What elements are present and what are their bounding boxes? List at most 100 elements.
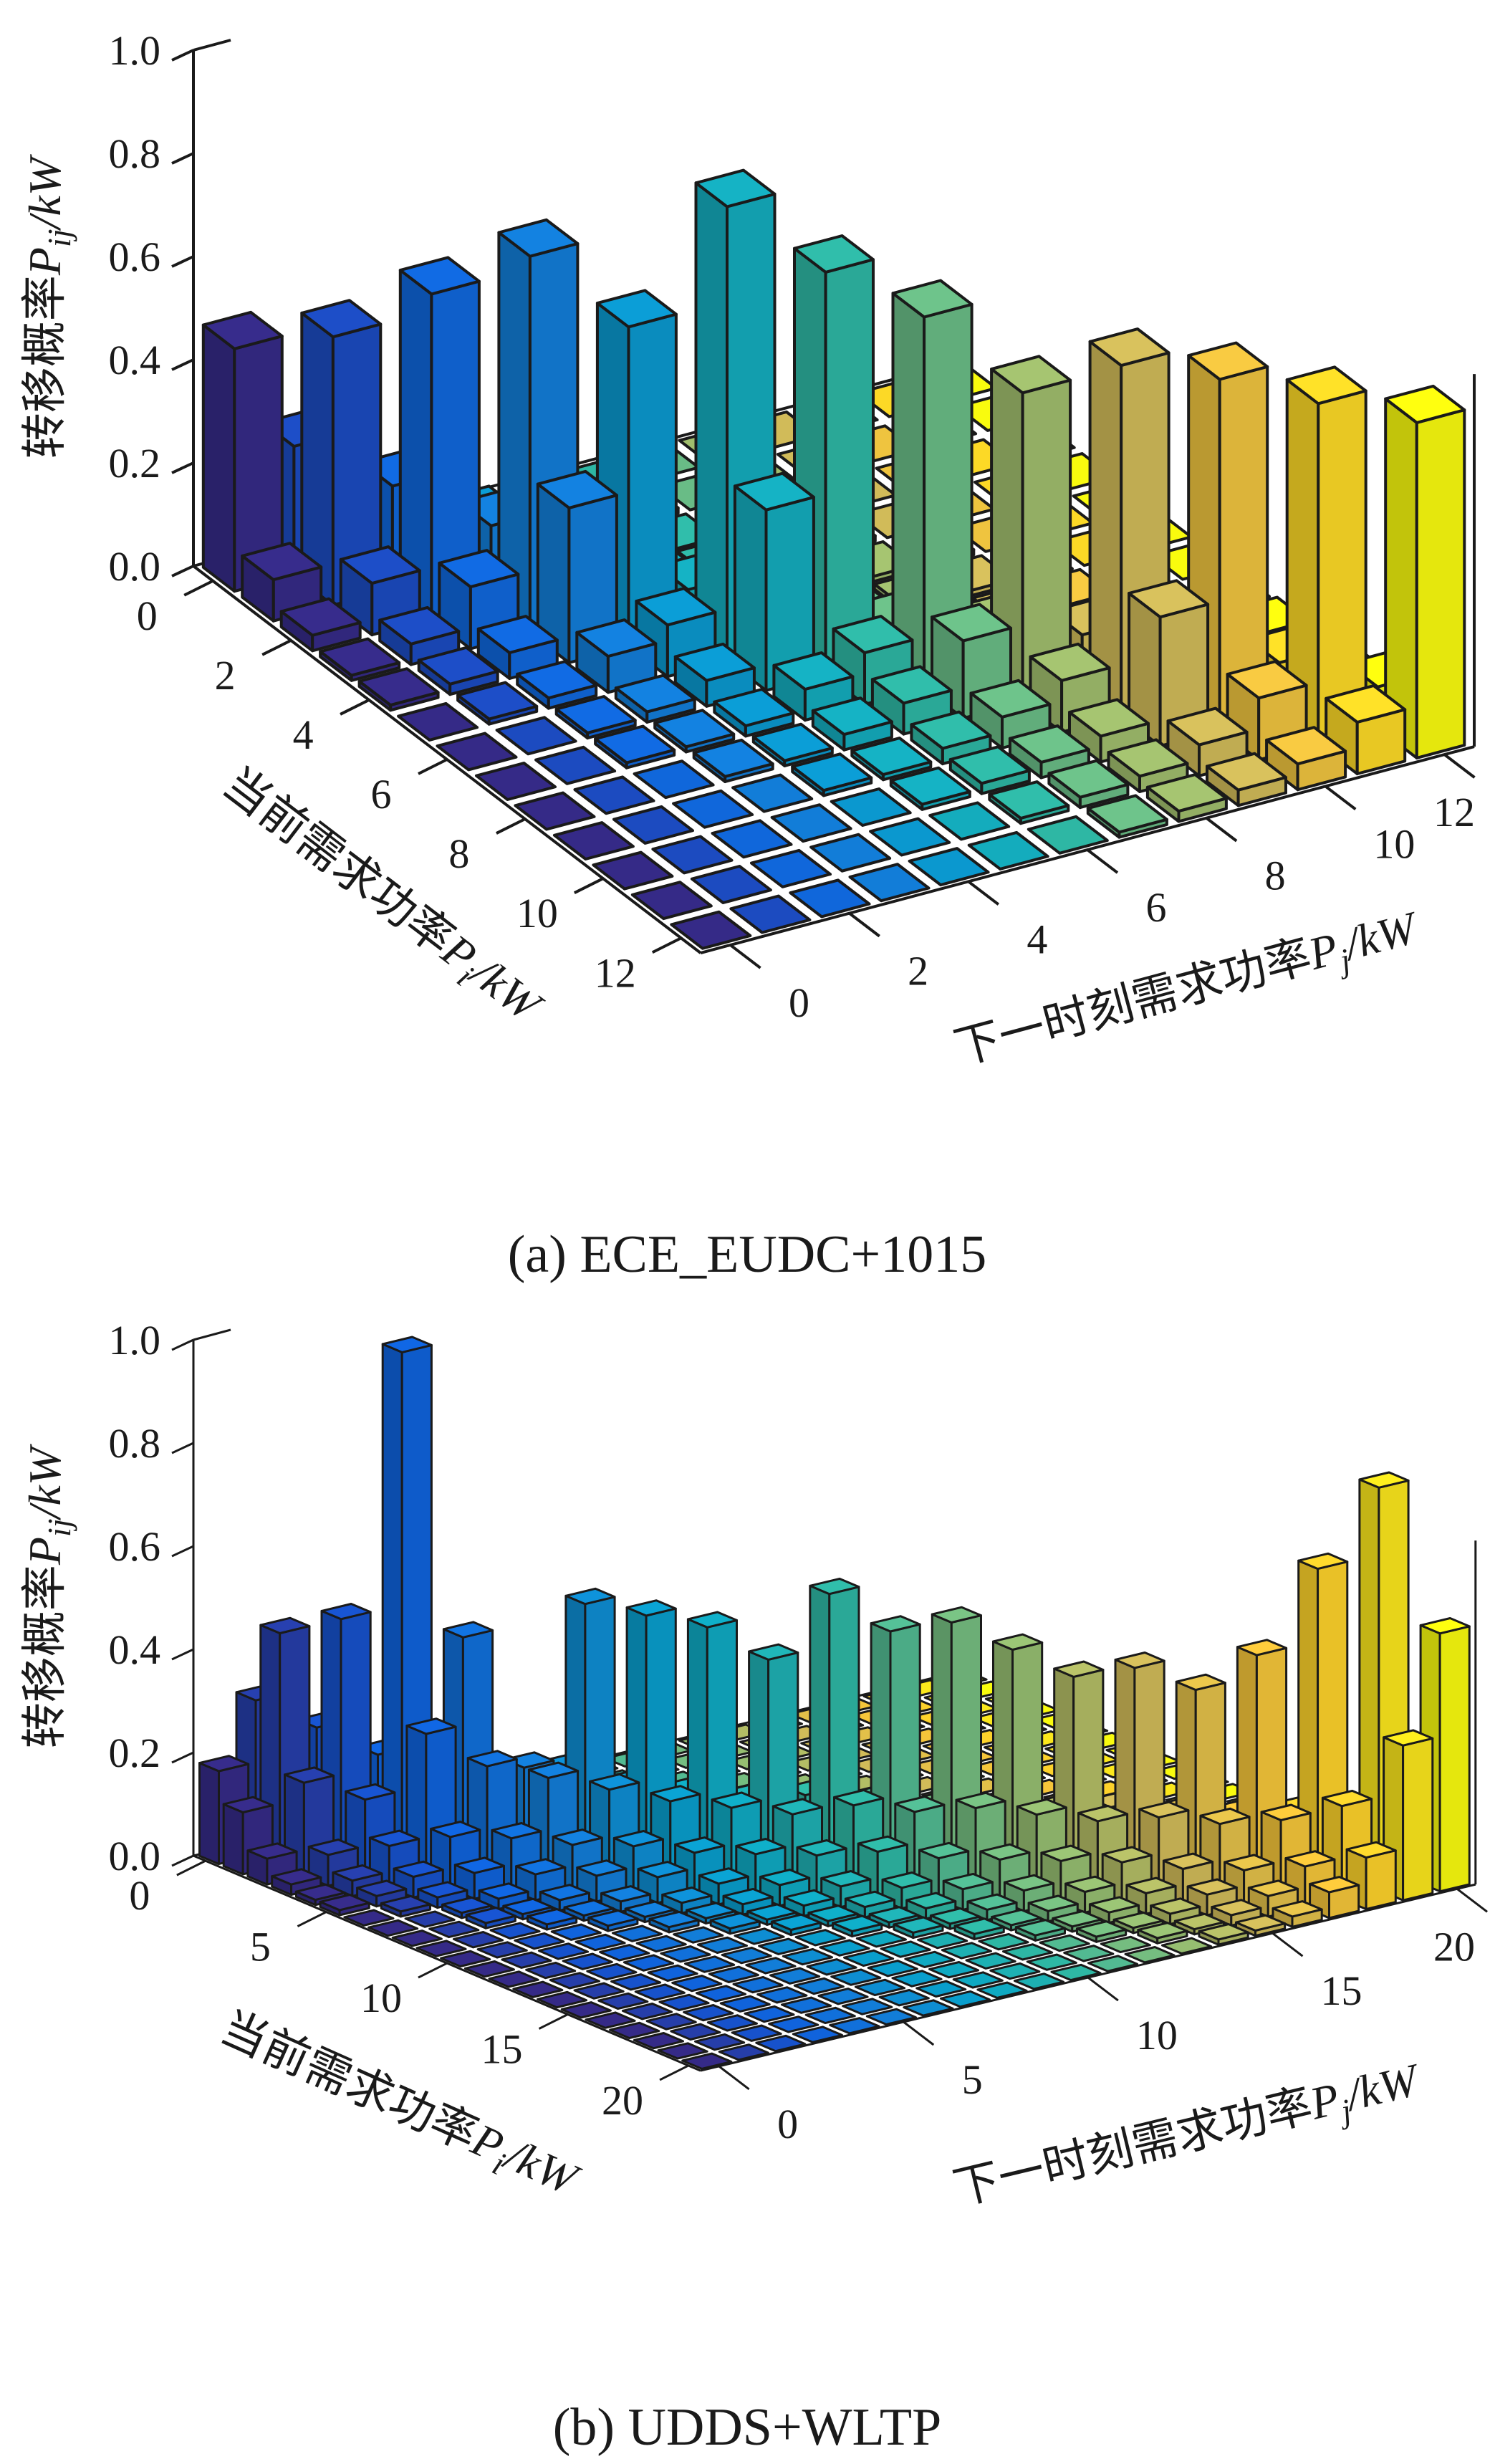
bar-a-11-0 (630, 881, 713, 921)
chart-b-z-axis-label: 转移概率Pij/kW (19, 1443, 77, 1748)
bar-b-18-1 (670, 2023, 721, 2041)
bar-a-8-1 (573, 775, 655, 815)
bar-b-20-15 (1235, 1914, 1287, 1937)
i-tick-a-1: 2 (215, 652, 236, 699)
bar-b-19-12 (1100, 1935, 1151, 1954)
bar-a-11-6 (988, 780, 1070, 825)
z-tick-b-0: 0.0 (109, 1833, 161, 1879)
bar-a-12-8 (1145, 773, 1228, 823)
bar-a-8-3 (692, 738, 774, 783)
bar-a-1-0 (241, 542, 323, 623)
bar-b-13-5 (696, 1936, 748, 1954)
bar-a-9-5 (850, 737, 933, 782)
bar-b-14-2 (610, 1973, 662, 1991)
bar-b-14-6 (758, 1937, 809, 1955)
bar-b-19-10 (1026, 1953, 1077, 1971)
j-tick-b-4: 20 (1433, 1923, 1475, 1970)
bar-a-6-2 (554, 695, 637, 740)
j-tick-a-3: 6 (1146, 884, 1167, 931)
bar-a-7-3 (653, 709, 736, 754)
i-tick-a-5: 10 (516, 890, 558, 936)
bar-b-20-6 (903, 1999, 954, 2017)
z-tick-a-0: 0.0 (109, 543, 161, 590)
bar-a-12-2 (789, 878, 871, 919)
bar-b-13-4 (660, 1945, 711, 1963)
bar-b-18-4 (780, 1996, 832, 2014)
bar-a-4-1 (417, 646, 499, 696)
bar-b-18-3 (744, 2005, 795, 2023)
bar-b-17-0 (609, 2021, 660, 2040)
z-tick-b-1: 0.2 (109, 1730, 161, 1776)
bar-b-16-3 (695, 1985, 747, 2003)
chart-a-canvas: 0.0 0.2 0.4 0.6 0.8 1.0 0 2 4 6 8 10 12 0 2 4 6 8 10 12 (109, 27, 1476, 1026)
bar-a-4-0 (357, 667, 440, 712)
i-tick-b-2: 10 (360, 1975, 402, 2021)
bar-b-20-14 (1198, 1923, 1249, 1946)
bar-b-18-9 (965, 1952, 1016, 1970)
bar-a-12-9 (1206, 752, 1287, 807)
bar-a-2-2 (398, 256, 481, 620)
bar-a-5-2 (516, 660, 598, 710)
bar-b-20-2 (755, 2034, 807, 2053)
j-tick-b-1: 5 (962, 2056, 983, 2103)
bar-a-2-0 (279, 597, 362, 653)
z-tick-b-5: 1.0 (109, 1317, 161, 1363)
bar-b-19-5 (842, 1998, 893, 2015)
bar-a-11-2 (750, 848, 832, 888)
bar-b-11-5 (648, 1910, 700, 1934)
chart-a-z-axis-label: 转移概率Pij/kW (19, 153, 77, 459)
bar-a-6-0 (436, 732, 518, 772)
bar-b-15-8 (855, 1930, 907, 1948)
bar-a-6-5 (733, 471, 815, 692)
chart-b-caption: (b) UDDS+WLTP (553, 2398, 942, 2457)
bar-b-13-6 (734, 1927, 785, 1945)
bar-b-16-4 (732, 1975, 784, 1994)
bar-b-16-7 (843, 1949, 895, 1967)
bar-a-12-12 (1384, 384, 1466, 759)
bar-a-3-1 (378, 605, 461, 666)
bar-a-12-4 (908, 847, 990, 887)
bar-b-19-2 (731, 2024, 782, 2042)
j-tick-a-5: 10 (1373, 820, 1415, 867)
bar-b-18-14 (1150, 1897, 1201, 1925)
bar-a-11-4 (869, 817, 951, 857)
bar-a-11-11 (1285, 365, 1367, 746)
bar-a-10-0 (592, 850, 674, 891)
bar-b-20-13 (1161, 1937, 1213, 1955)
bar-b-19-13 (1137, 1922, 1188, 1945)
bar-a-12-10 (1265, 726, 1347, 792)
bars-b (198, 1336, 1471, 2070)
bar-b-17-5 (793, 1977, 845, 1995)
bar-a-10-7 (1008, 724, 1090, 780)
i-tick-a-2: 4 (293, 711, 314, 758)
bar-a-10-5 (889, 766, 971, 811)
bar-b-16-5 (769, 1967, 821, 1985)
bar-b-6-0 (343, 1909, 395, 1927)
z-ticks-a: 0.0 0.2 0.4 0.6 0.8 1.0 (109, 27, 194, 590)
bar-a-8-4 (751, 722, 834, 767)
bar-b-13-2 (586, 1962, 638, 1981)
z-tick-a-2: 0.4 (109, 337, 161, 383)
j-tick-b-0: 0 (777, 2101, 798, 2147)
i-tick-a-6: 12 (595, 949, 636, 996)
i-tick-b-3: 15 (481, 2026, 523, 2072)
bar-b-9-1 (452, 1931, 504, 1949)
bar-b-20-16 (1272, 1900, 1323, 1928)
j-tick-a-2: 4 (1027, 916, 1047, 962)
bar-b-12-5 (673, 1926, 724, 1944)
bar-b-15-0 (560, 2001, 612, 2019)
bar-a-11-5 (928, 801, 1011, 841)
bar-b-15-3 (671, 1975, 723, 1993)
bar-b-14-7 (794, 1929, 846, 1947)
bar-a-5-0 (397, 701, 479, 742)
bar-b-20-18 (1345, 1841, 1397, 1911)
bar-b-11-0 (463, 1960, 515, 1978)
bar-a-12-1 (729, 894, 812, 934)
bar-b-19-9 (989, 1962, 1041, 1980)
bar-b-20-10 (1050, 1963, 1102, 1982)
bar-b-20-1 (718, 2043, 769, 2061)
bar-b-15-9 (893, 1916, 944, 1940)
bar-b-19-0 (657, 2042, 708, 2060)
